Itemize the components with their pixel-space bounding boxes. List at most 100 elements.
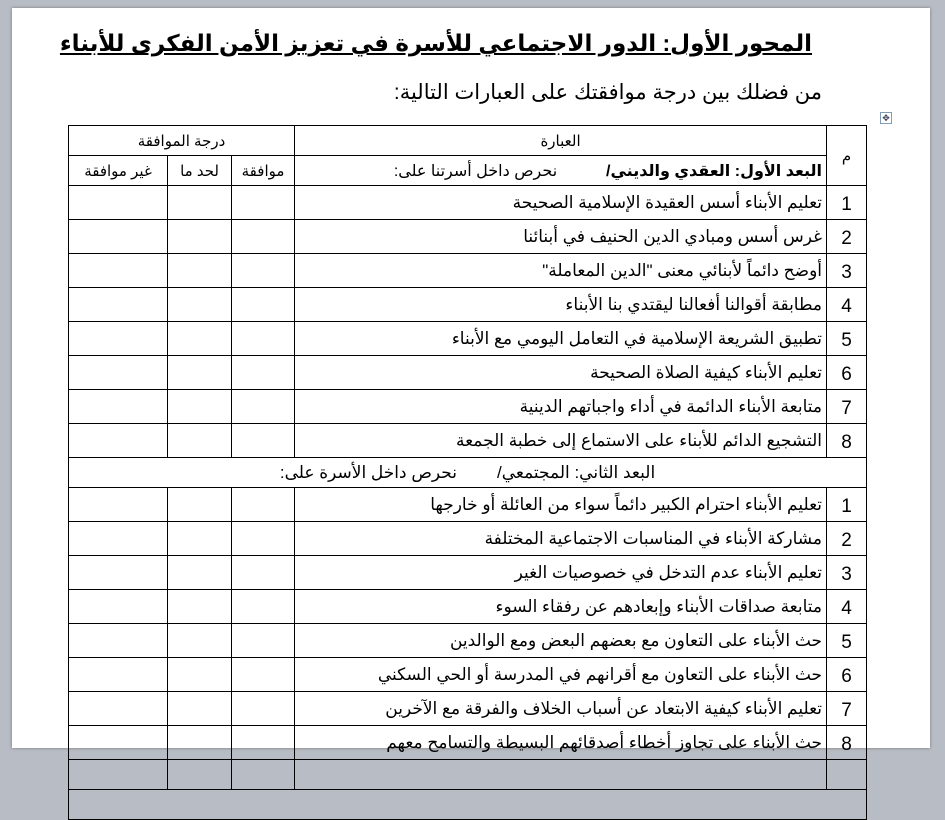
table-row: 4 متابعة صداقات الأبناء وإبعادهم عن رفقاء… (67, 589, 868, 624)
answer-cell-somewhat[interactable] (167, 287, 233, 322)
answer-cell-disagree[interactable] (67, 219, 169, 254)
next-section-cell (67, 789, 868, 820)
answer-cell-somewhat[interactable] (167, 657, 233, 692)
answer-cell-disagree[interactable] (67, 253, 169, 288)
answer-cell-disagree[interactable] (67, 555, 169, 590)
table-row: 8 التشجيع الدائم للأبناء على الاستماع إلى… (67, 423, 868, 458)
table-row: 1 تعليم الأبناء أسس العقيدة الإسلامية الص… (67, 185, 868, 220)
table-row: 5 تطبيق الشريعة الإسلامية في التعامل اليو… (67, 321, 868, 356)
table-row: 8 حث الأبناء على تجاوز أخطاء أصدقائهم الب… (67, 725, 868, 760)
answer-cell-disagree[interactable] (67, 589, 169, 624)
answer-cell-somewhat[interactable] (167, 691, 233, 726)
empty-cell[interactable] (826, 759, 868, 790)
answer-cell-agree[interactable] (231, 487, 296, 522)
header-number: م (826, 125, 868, 186)
answer-cell-somewhat[interactable] (167, 355, 233, 390)
empty-cell[interactable] (167, 759, 233, 790)
section-row: البعد الثاني: المجتمعي/نحرص داخل الأسرة … (67, 457, 868, 488)
empty-cell[interactable] (67, 759, 169, 790)
answer-cell-disagree[interactable] (67, 355, 169, 390)
answer-cell-disagree[interactable] (67, 623, 169, 658)
answer-cell-disagree[interactable] (67, 423, 169, 458)
answer-cell-somewhat[interactable] (167, 185, 233, 220)
item-number: 5 (826, 623, 868, 658)
item-statement: تعليم الأبناء احترام الكبير دائماً سواء … (294, 487, 828, 522)
answer-cell-disagree[interactable] (67, 287, 169, 322)
answer-cell-agree[interactable] (231, 691, 296, 726)
answer-cell-agree[interactable] (231, 623, 296, 658)
answer-cell-somewhat[interactable] (167, 423, 233, 458)
item-number: 2 (826, 219, 868, 254)
table-row: 7 متابعة الأبناء الدائمة في أداء واجباتهم… (67, 389, 868, 424)
answer-cell-somewhat[interactable] (167, 219, 233, 254)
next-section-row (67, 789, 868, 820)
item-number: 6 (826, 657, 868, 692)
item-statement: حث الأبناء على التعاون مع أقرانهم في الم… (294, 657, 828, 692)
table-move-handle-icon[interactable]: ✥ (880, 112, 892, 124)
table-row: 5 حث الأبناء على التعاون مع بعضهم البعض و… (67, 623, 868, 658)
answer-cell-somewhat[interactable] (167, 253, 233, 288)
item-statement: متابعة الأبناء الدائمة في أداء واجباتهم … (294, 389, 828, 424)
table-row: 2 مشاركة الأبناء في المناسبات الاجتماعية … (67, 521, 868, 556)
answer-cell-agree[interactable] (231, 185, 296, 220)
answer-cell-agree[interactable] (231, 355, 296, 390)
answer-cell-somewhat[interactable] (167, 321, 233, 356)
answer-cell-agree[interactable] (231, 555, 296, 590)
answer-cell-disagree[interactable] (67, 691, 169, 726)
item-statement: حث الأبناء على التعاون مع بعضهم البعض وم… (294, 623, 828, 658)
table-row: 4 مطابقة أقوالنا أفعالنا ليقتدي بنا الأبن… (67, 287, 868, 322)
empty-cell[interactable] (294, 759, 828, 790)
section-1-title-cell: البعد الأول: العقدي والديني/ نحرص داخل أ… (294, 155, 828, 186)
table-row: 6 تعليم الأبناء كيفية الصلاة الصحيحة (67, 355, 868, 390)
table-row: 1 تعليم الأبناء احترام الكبير دائماً سواء… (67, 487, 868, 522)
page-title: المحور الأول: الدور الاجتماعي للأسرة في … (59, 30, 812, 56)
item-statement: مشاركة الأبناء في المناسبات الاجتماعية ا… (294, 521, 828, 556)
table-row: 2 غرس أسس ومبادي الدين الحنيف في أبنائنا (67, 219, 868, 254)
answer-cell-disagree[interactable] (67, 321, 169, 356)
answer-cell-agree[interactable] (231, 321, 296, 356)
header-row: م العبارة درجة الموافقة (67, 125, 868, 186)
answer-cell-somewhat[interactable] (167, 487, 233, 522)
item-statement: تعليم الأبناء أسس العقيدة الإسلامية الصح… (294, 185, 828, 220)
answer-cell-agree[interactable] (231, 287, 296, 322)
answer-cell-disagree[interactable] (67, 389, 169, 424)
item-number: 8 (826, 725, 868, 760)
answer-cell-disagree[interactable] (67, 185, 169, 220)
answer-cell-disagree[interactable] (67, 725, 169, 760)
section-lead: نحرص داخل الأسرة على: (279, 462, 457, 482)
item-statement: حث الأبناء على تجاوز أخطاء أصدقائهم البس… (294, 725, 828, 760)
answer-cell-agree[interactable] (231, 521, 296, 556)
empty-row (67, 759, 868, 790)
answer-cell-somewhat[interactable] (167, 589, 233, 624)
header-statement: العبارة (294, 125, 828, 156)
item-number: 3 (826, 555, 868, 590)
answer-cell-somewhat[interactable] (167, 725, 233, 760)
item-number: 1 (826, 487, 868, 522)
item-statement: تطبيق الشريعة الإسلامية في التعامل اليوم… (294, 321, 828, 356)
answer-cell-somewhat[interactable] (167, 623, 233, 658)
answer-cell-agree[interactable] (231, 389, 296, 424)
item-number: 8 (826, 423, 868, 458)
answer-cell-agree[interactable] (231, 589, 296, 624)
answer-cell-disagree[interactable] (67, 487, 169, 522)
table-row: 6 حث الأبناء على التعاون مع أقرانهم في ال… (67, 657, 868, 692)
answer-cell-agree[interactable] (231, 423, 296, 458)
item-number: 3 (826, 253, 868, 288)
header-agree: موافقة (231, 155, 296, 186)
item-number: 1 (826, 185, 868, 220)
answer-cell-somewhat[interactable] (167, 555, 233, 590)
answer-cell-disagree[interactable] (67, 657, 169, 692)
answer-cell-agree[interactable] (231, 219, 296, 254)
answer-cell-agree[interactable] (231, 725, 296, 760)
answer-cell-agree[interactable] (231, 657, 296, 692)
answer-cell-disagree[interactable] (67, 521, 169, 556)
answer-cell-somewhat[interactable] (167, 521, 233, 556)
item-statement: أوضح دائماً لأبنائي معنى "الدين المعاملة… (294, 253, 828, 288)
answer-cell-agree[interactable] (231, 253, 296, 288)
item-number: 6 (826, 355, 868, 390)
answer-cell-somewhat[interactable] (167, 389, 233, 424)
item-number: 2 (826, 521, 868, 556)
section-title: البعد الأول: العقدي والديني/ (606, 162, 823, 180)
empty-cell[interactable] (231, 759, 296, 790)
item-number: 4 (826, 287, 868, 322)
